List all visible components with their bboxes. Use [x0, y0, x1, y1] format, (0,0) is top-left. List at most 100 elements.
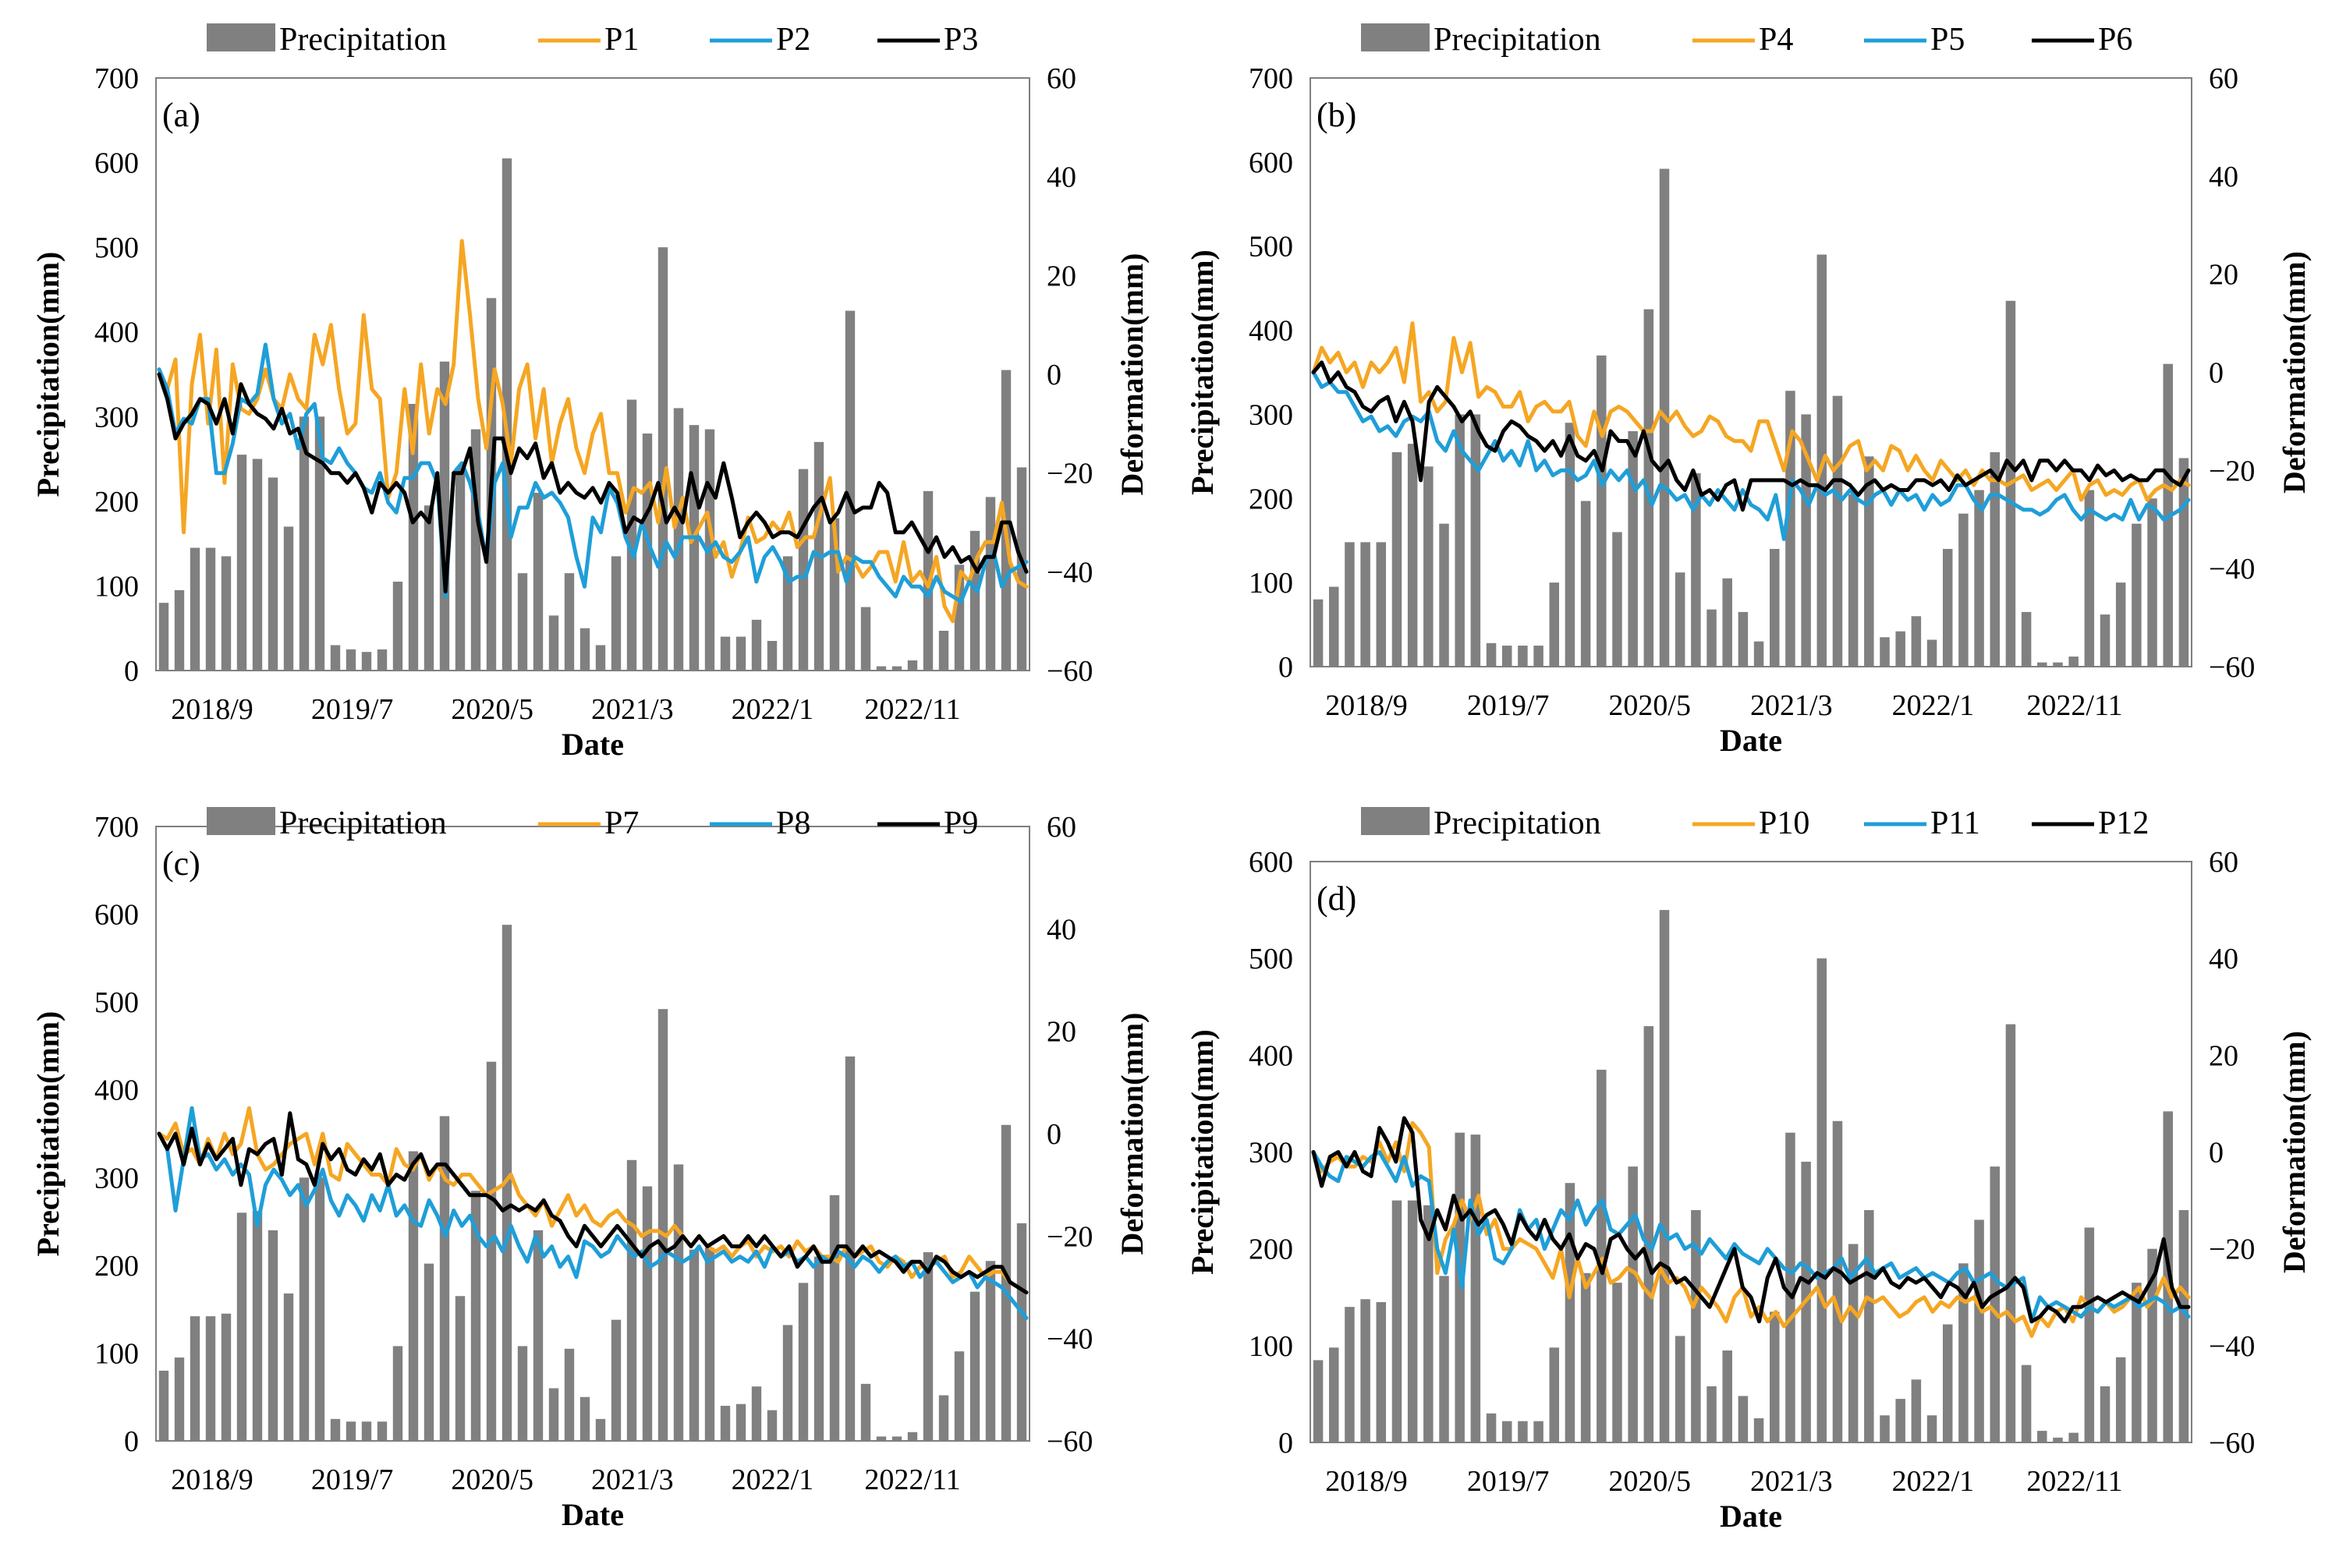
x-tick-label: 2022/11	[864, 693, 960, 726]
precip-bar	[1770, 549, 1780, 667]
legend-label-precipitation: Precipitation	[1434, 22, 1601, 58]
y-right-tick-label: 0	[1047, 1118, 1061, 1151]
x-tick-label: 2021/3	[1750, 1465, 1833, 1498]
legend-label-p4: P4	[1759, 22, 1793, 58]
y-left-tick-label: 400	[94, 1074, 139, 1107]
x-tick-label: 2019/7	[1467, 1465, 1550, 1498]
y-left-tick-label: 600	[94, 147, 139, 180]
precip-bar	[1691, 1210, 1701, 1442]
precip-bar	[2053, 662, 2063, 667]
precip-bar	[704, 1248, 715, 1441]
precip-bar	[424, 1263, 434, 1441]
legend-label-p1: P1	[604, 22, 639, 58]
precip-bar	[782, 556, 793, 671]
precip-bar	[236, 455, 247, 671]
precip-bar	[548, 1388, 559, 1441]
precip-bar	[299, 416, 310, 671]
y-right-tick-label: 60	[1047, 62, 1076, 95]
legend-label-precipitation: Precipitation	[1434, 805, 1601, 841]
precip-bar	[860, 1383, 871, 1441]
y-right-tick-label: 0	[2209, 1137, 2224, 1170]
precip-bar	[1407, 444, 1418, 667]
precip-bar	[1880, 1415, 1890, 1442]
panel-c: 0 100 200 300 400 500 600 700 −60 −40 −20 0 20 40 60 20…	[30, 805, 1150, 1532]
precip-bar	[221, 1313, 232, 1441]
y-left-tick-label: 500	[1249, 231, 1293, 264]
precip-bar	[2037, 1431, 2047, 1442]
y-right-axis-title: Deformation(mm)	[2277, 251, 2312, 494]
x-tick-label: 2019/7	[1467, 689, 1550, 722]
y-left-tick-label: 500	[94, 986, 139, 1019]
panel-b: 0 100 200 300 400 500 600 700 −60 −40 −20 0 20 40 60 20…	[1185, 22, 2312, 758]
y-left-tick-label: 200	[1249, 483, 1293, 515]
precip-bar	[1016, 1223, 1027, 1441]
precip-bar	[548, 615, 559, 671]
y-left-tick-label: 100	[1249, 1330, 1293, 1363]
precip-bar	[2053, 1437, 2063, 1442]
precip-bar	[1990, 1166, 2001, 1442]
precip-bar	[252, 458, 263, 671]
precip-bar	[517, 1346, 528, 1441]
precip-bar	[2068, 657, 2079, 667]
precip-bar	[1911, 616, 1922, 667]
precip-bar	[1597, 1069, 1607, 1442]
precip-bar	[1848, 1244, 1859, 1442]
precip-bar	[876, 666, 887, 671]
legend: Precipitation P4 P5 P6	[1361, 22, 2132, 58]
precip-bar	[1958, 1263, 1969, 1442]
precip-bar	[205, 1316, 216, 1441]
precip-bar	[501, 925, 512, 1441]
precip-bar	[2084, 1227, 2095, 1442]
x-axis-title: Date	[1720, 723, 1782, 758]
precip-bar	[1549, 582, 1560, 667]
precip-bar	[1848, 494, 1859, 667]
precip-bar	[174, 589, 185, 671]
precip-bar	[907, 660, 918, 671]
precip-bar	[923, 1251, 934, 1441]
precip-bar	[1628, 431, 1638, 667]
precip-bar	[1958, 513, 1969, 667]
y-left-axis-title: Precipitation(mm)	[1185, 1029, 1220, 1275]
precip-bar	[1612, 532, 1622, 667]
y-left-tick-label: 100	[94, 570, 139, 603]
x-tick-label: 2022/11	[2026, 689, 2122, 722]
precip-bar	[782, 1325, 793, 1441]
precip-bar	[1486, 642, 1497, 667]
precip-bar	[1329, 1347, 1339, 1442]
precip-bar	[2037, 662, 2047, 667]
precip-bar	[1391, 451, 1402, 667]
precip-bar	[314, 416, 325, 671]
precip-bar	[1501, 646, 1512, 667]
y-right-tick-label: 60	[1047, 811, 1076, 844]
precip-bar	[158, 1370, 169, 1441]
series-line-p5	[1311, 370, 2191, 541]
precip-bar	[1770, 1311, 1780, 1442]
y-right-tick-label: 40	[1047, 913, 1076, 946]
precip-bar	[236, 1212, 247, 1441]
precip-bar	[1423, 1205, 1434, 1442]
precip-bar	[1738, 1396, 1749, 1442]
precip-bar	[455, 1296, 466, 1441]
precip-bar	[1612, 1283, 1622, 1442]
y-right-tick-label: −20	[2209, 1234, 2255, 1266]
precip-bar	[283, 526, 294, 671]
y-right-axis-title: Deformation(mm)	[1115, 1013, 1150, 1255]
y-right-tick-label: −20	[1047, 1220, 1093, 1253]
precip-bar	[642, 1186, 653, 1441]
y-left-tick-label: 400	[1249, 315, 1293, 348]
y-left-tick-label: 200	[1249, 1234, 1293, 1266]
precip-bar	[377, 1421, 388, 1441]
series-line-p9	[157, 1111, 1029, 1295]
precip-bar	[2005, 1024, 2016, 1442]
legend: Precipitation P10 P11 P12	[1361, 805, 2149, 841]
series-line-p2	[157, 342, 1029, 603]
series-line-p12	[1311, 1116, 2191, 1324]
precip-bar	[517, 573, 528, 671]
precip-bar	[158, 603, 169, 671]
precip-bar	[954, 1351, 965, 1441]
precip-bar	[1501, 1421, 1512, 1442]
precip-bar	[2163, 1111, 2173, 1442]
y-right-tick-label: −60	[2209, 651, 2255, 684]
precip-bar	[408, 1151, 419, 1441]
plot-frame	[155, 77, 1030, 671]
